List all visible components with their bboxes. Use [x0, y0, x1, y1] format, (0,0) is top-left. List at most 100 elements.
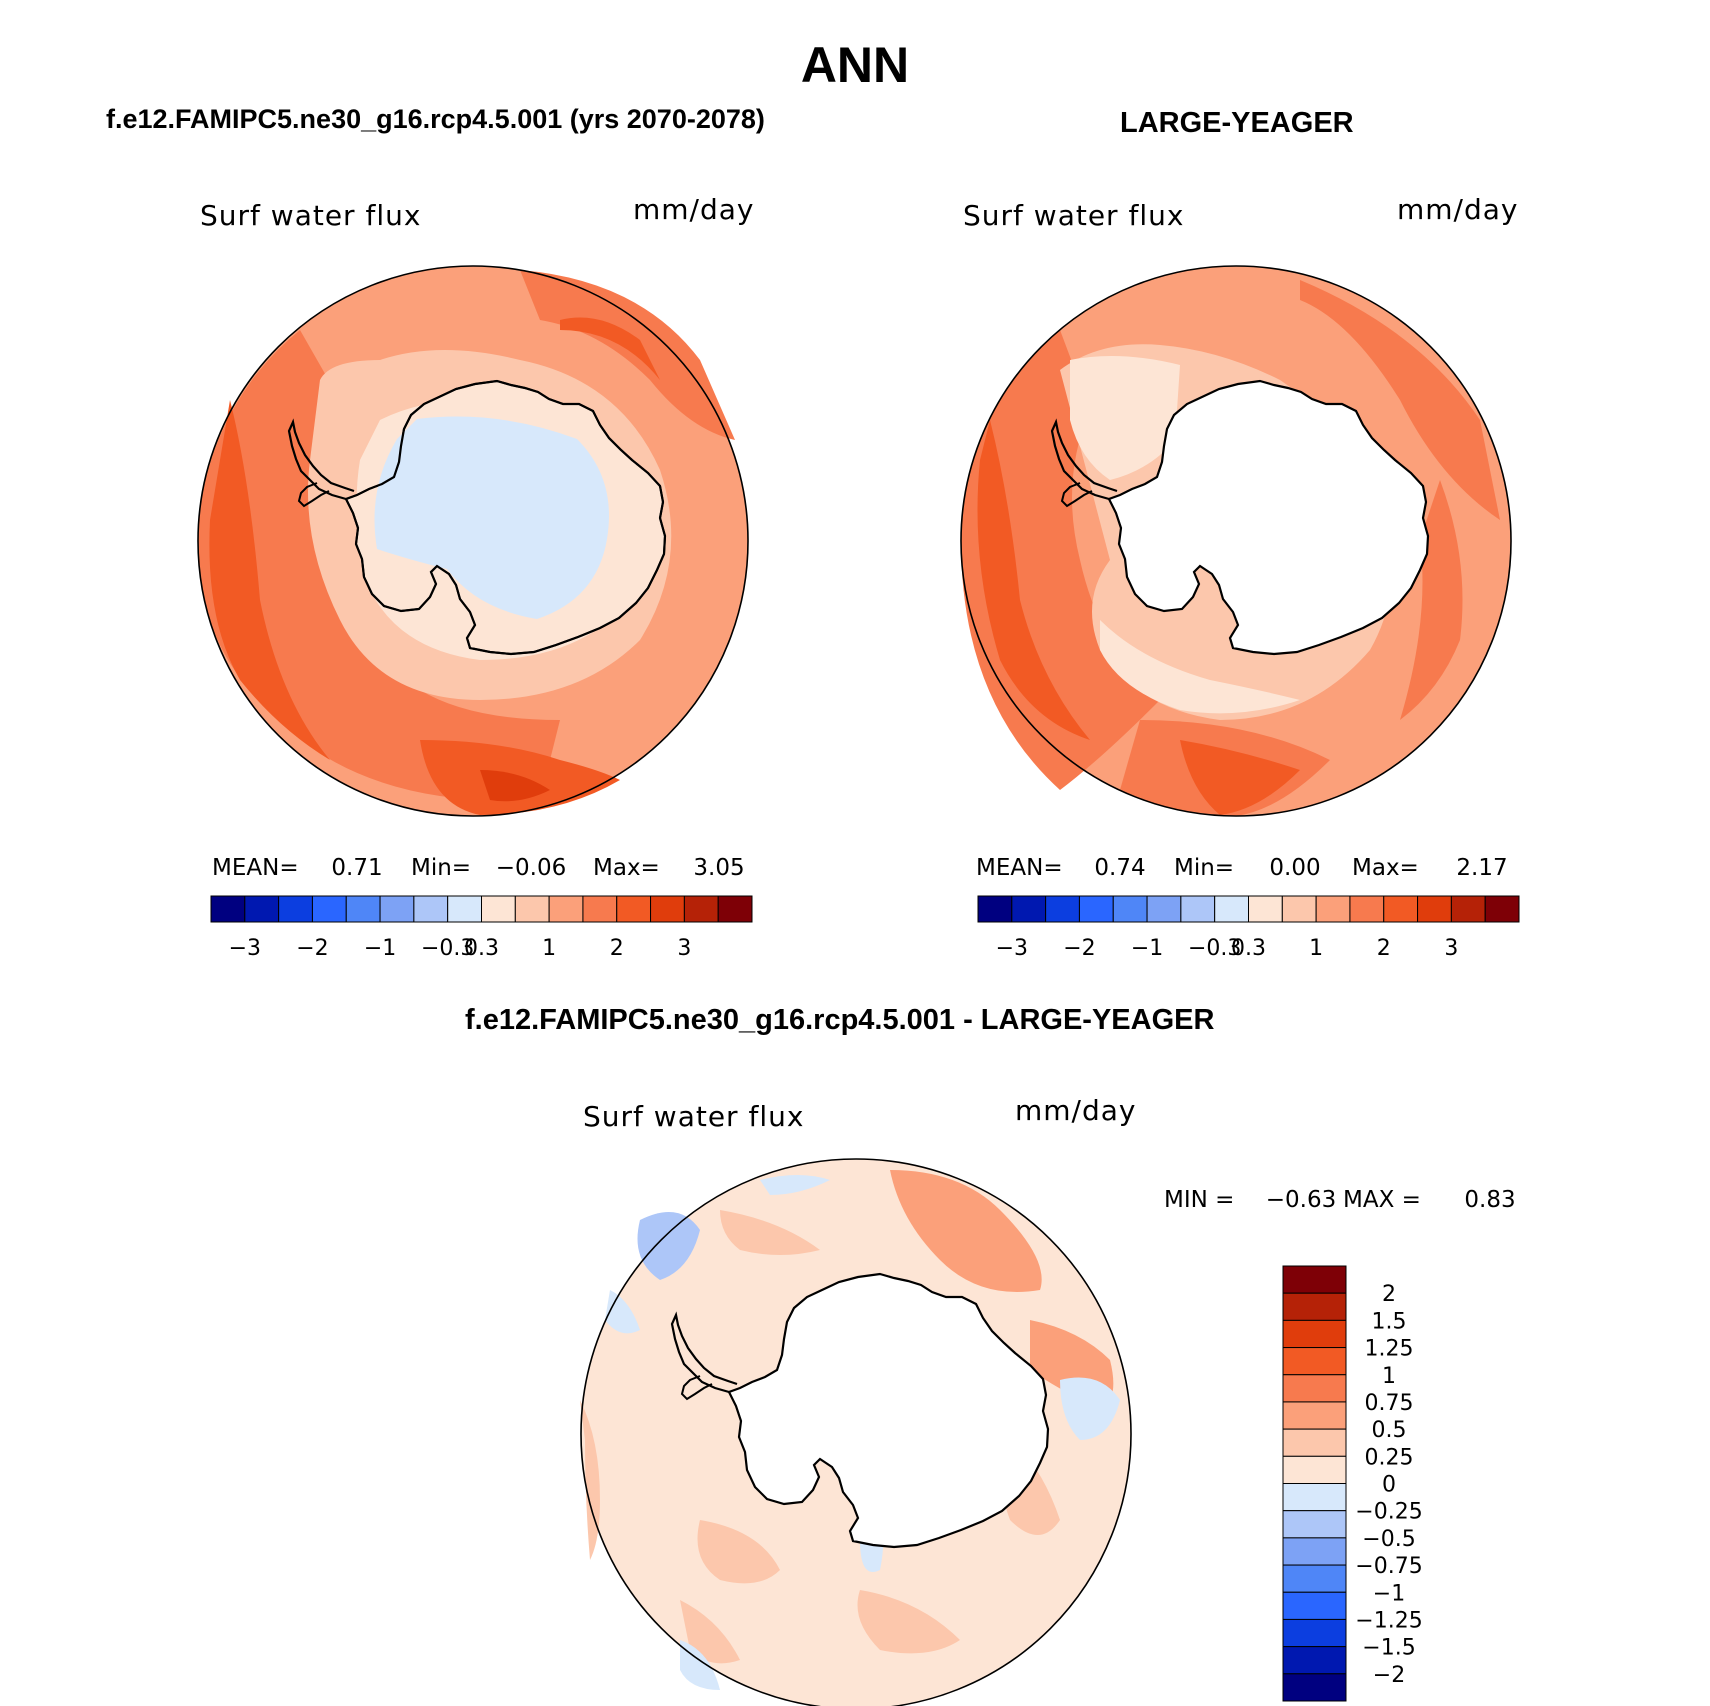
difference-colorbar-label: 0.25 [1365, 1445, 1414, 1470]
panel1-colorbar-swatch [278, 895, 313, 923]
panel1-units-label: mm/day [633, 193, 755, 226]
panel2-colorbar-tick: 1 [1309, 936, 1323, 961]
difference-colorbar-label: 0.5 [1372, 1418, 1407, 1443]
difference-colorbar-label: 0 [1382, 1473, 1396, 1498]
panel1-colorbar-tick: 2 [610, 936, 624, 961]
panel1-colorbar-swatch [413, 895, 449, 923]
difference-colorbar-swatch [1282, 1673, 1347, 1702]
panel2-map [960, 265, 1512, 817]
panel1-colorbar-tick: −1 [364, 936, 396, 961]
panel2-colorbar-swatch [1011, 895, 1047, 923]
panel2-mean-label: MEAN= [976, 855, 1063, 881]
difference-colorbar-label: 1 [1382, 1364, 1396, 1389]
panel2-colorbar-swatch [1146, 895, 1182, 923]
difference-colorbar-swatch [1282, 1401, 1347, 1430]
difference-units-label: mm/day [1015, 1094, 1137, 1127]
panel1-colorbar-swatch [244, 895, 280, 923]
panel2-colorbar-swatch [1112, 895, 1148, 923]
difference-colorbar [1282, 1265, 1347, 1702]
panel2-mean-value: 0.74 [1094, 855, 1145, 881]
difference-colorbar-swatch [1282, 1618, 1347, 1648]
panel1-colorbar-swatch [481, 895, 516, 923]
panel2-colorbar-swatch [1349, 895, 1385, 923]
panel2-heading: LARGE-YEAGER [1120, 107, 1354, 139]
difference-colorbar-label: 1.5 [1372, 1309, 1407, 1334]
difference-colorbar-swatch [1282, 1646, 1347, 1675]
difference-map [580, 1158, 1132, 1706]
panel2-colorbar [977, 895, 1520, 923]
difference-max-label: MAX = [1343, 1187, 1421, 1213]
difference-max-value: 0.83 [1464, 1187, 1515, 1213]
panel1-mean-label: MEAN= [212, 855, 299, 881]
panel1-heading: f.e12.FAMIPC5.ne30_g16.rcp4.5.001 (yrs 2… [106, 104, 765, 134]
panel1-colorbar-ticks: −3 −2 −1 −0.30.3 1 2 3 [229, 936, 692, 961]
panel1-colorbar-swatch [717, 895, 753, 923]
difference-colorbar-label: −0.25 [1355, 1500, 1422, 1525]
panel1-colorbar-tick: −0.3 [421, 936, 474, 961]
panel2-variable-label: Surf water flux [963, 199, 1185, 232]
difference-colorbar-label: −1.25 [1355, 1608, 1422, 1633]
panel2-colorbar-tick: 2 [1377, 936, 1391, 961]
panel2-colorbar-tick: −1 [1131, 936, 1163, 961]
panel2-max-value: 2.17 [1456, 855, 1507, 881]
difference-colorbar-label: 2 [1382, 1282, 1396, 1307]
difference-min-label: MIN = [1164, 1187, 1234, 1213]
panel1-colorbar-swatch [210, 895, 246, 923]
difference-colorbar-swatch [1282, 1265, 1347, 1294]
difference-colorbar-swatch [1282, 1510, 1347, 1539]
difference-colorbar-swatch [1282, 1483, 1347, 1512]
difference-variable-label: Surf water flux [583, 1100, 805, 1133]
panel1-colorbar-tick: 3 [677, 936, 691, 961]
panel1-variable-label: Surf water flux [200, 199, 422, 232]
difference-colorbar-swatch [1282, 1428, 1347, 1457]
panel2-units-label: mm/day [1397, 193, 1519, 226]
panel2-colorbar-ticks: −3 −2 −1 −0.30.3 1 2 3 [996, 936, 1459, 961]
panel2-min-label: Min= [1174, 855, 1234, 881]
difference-colorbar-swatch [1282, 1591, 1347, 1620]
panel2-colorbar-swatch [1450, 895, 1486, 923]
panel1-colorbar-swatch [345, 895, 381, 923]
panel1-colorbar-swatch [514, 895, 550, 923]
panel2-colorbar-swatch [1045, 895, 1080, 923]
difference-min-value: −0.63 [1266, 1187, 1336, 1213]
difference-colorbar-swatch [1282, 1347, 1347, 1376]
difference-colorbar-label: 1.25 [1365, 1337, 1414, 1362]
panel1-colorbar-tick: −3 [229, 936, 261, 961]
panel2-colorbar-swatch [1484, 895, 1520, 923]
difference-colorbar-label: −1 [1373, 1581, 1405, 1606]
panel2-colorbar-swatch [1383, 895, 1419, 923]
panel1-colorbar-swatch [683, 895, 719, 923]
panel1-colorbar-swatch [616, 895, 652, 923]
panel1-colorbar-swatch [582, 895, 618, 923]
panel2-colorbar-swatch [1180, 895, 1216, 923]
panel1-colorbar-tick: 0.3 [464, 936, 499, 961]
panel1-max-value: 3.05 [693, 855, 744, 881]
panel1-colorbar [210, 895, 753, 923]
difference-colorbar-swatch [1282, 1537, 1347, 1566]
panel1-colorbar-swatch [650, 895, 685, 923]
panel1-map [197, 265, 749, 817]
panel2-colorbar-swatch [1248, 895, 1283, 923]
difference-colorbar-label: 0.75 [1365, 1391, 1414, 1416]
panel2-colorbar-tick: −2 [1063, 936, 1095, 961]
panel2-colorbar-swatch [1078, 895, 1114, 923]
panel1-colorbar-tick: 1 [542, 936, 556, 961]
panel2-colorbar-tick: −0.3 [1188, 936, 1241, 961]
page-title: ANN [800, 37, 910, 93]
difference-colorbar-swatch [1282, 1319, 1347, 1349]
difference-colorbar-label: −2 [1373, 1663, 1405, 1688]
difference-heading: f.e12.FAMIPC5.ne30_g16.rcp4.5.001 - LARG… [465, 1004, 1215, 1036]
panel1-colorbar-swatch [311, 895, 347, 923]
panel2-colorbar-swatch [1214, 895, 1249, 923]
panel2-colorbar-tick: 3 [1444, 936, 1458, 961]
panel2-colorbar-tick: 0.3 [1231, 936, 1266, 961]
panel1-colorbar-swatch [379, 895, 415, 923]
panel1-min-label: Min= [411, 855, 471, 881]
panel1-min-value: −0.06 [496, 855, 566, 881]
panel2-colorbar-swatch [1281, 895, 1317, 923]
panel2-colorbar-swatch [1315, 895, 1351, 923]
panel1-colorbar-swatch [548, 895, 584, 923]
panel2-max-label: Max= [1352, 855, 1419, 881]
panel1-colorbar-swatch [447, 895, 482, 923]
